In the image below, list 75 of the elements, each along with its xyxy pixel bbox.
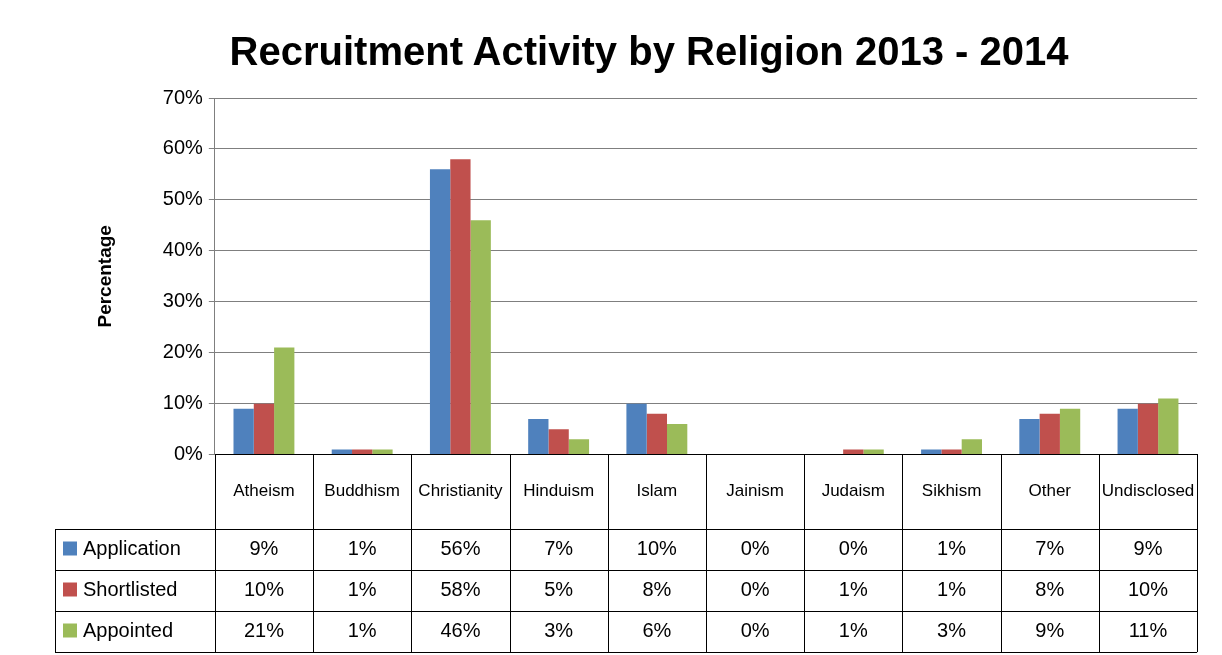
y-tick-label: 0%: [173, 442, 204, 465]
y-tick-label: 10%: [162, 391, 204, 414]
bar: [568, 439, 590, 455]
x-tick-label: Judaism: [821, 481, 885, 501]
bar: [233, 408, 254, 455]
data-label: 6%: [642, 619, 672, 642]
y-tick-label: 20%: [162, 340, 204, 363]
x-tick-label: Undisclosed: [1101, 481, 1195, 501]
x-tick-label: Islam: [636, 481, 678, 501]
x-tick-label: Atheism: [233, 481, 295, 501]
bar: [667, 424, 688, 455]
data-label: 9%: [249, 537, 279, 560]
legend-label: Appointed: [83, 619, 174, 642]
chart-title: Recruitment Activity by Religion 2013 - 2014: [229, 29, 1070, 74]
bar: [528, 418, 549, 455]
data-label: 0%: [740, 578, 770, 601]
bar: [961, 439, 982, 455]
y-tick-label: 60%: [162, 136, 204, 159]
data-label: 58%: [440, 578, 481, 601]
bar: [646, 413, 668, 455]
bar: [1158, 398, 1179, 455]
x-tick-label: Other: [1028, 481, 1072, 501]
data-label: 1%: [347, 537, 377, 560]
data-label: 8%: [642, 578, 672, 601]
data-label: 0%: [838, 537, 868, 560]
legend-label: Application: [83, 537, 181, 560]
bar: [863, 449, 884, 455]
bar: [253, 403, 275, 455]
data-label: 1%: [937, 578, 967, 601]
data-label: 10%: [1127, 578, 1169, 601]
bar: [548, 429, 569, 455]
data-label: 1%: [838, 578, 868, 601]
bar: [1039, 413, 1060, 455]
bar: [941, 449, 962, 455]
data-label: 21%: [243, 619, 285, 642]
data-label: 5%: [544, 578, 574, 601]
bar: [274, 347, 295, 455]
data-label: 1%: [838, 619, 868, 642]
y-axis-title: Percentage: [93, 225, 115, 328]
data-label: 56%: [440, 537, 481, 560]
bar: [429, 169, 451, 455]
bar: [470, 220, 491, 455]
y-tick-label: 40%: [162, 238, 204, 261]
x-tick-label: Hinduism: [523, 481, 595, 501]
bar: [1019, 418, 1040, 455]
data-label: 8%: [1035, 578, 1065, 601]
bar: [372, 449, 393, 455]
data-label: 1%: [347, 619, 377, 642]
data-label: 0%: [740, 619, 770, 642]
bar: [626, 403, 647, 455]
legend-label: Shortlisted: [83, 578, 178, 601]
data-label: 3%: [937, 619, 967, 642]
x-tick-label: Sikhism: [921, 481, 982, 501]
bar: [1137, 403, 1159, 455]
y-tick-label: 70%: [162, 85, 204, 108]
data-label: 7%: [1035, 537, 1065, 560]
bar: [1059, 408, 1081, 455]
y-tick-label: 50%: [162, 187, 204, 210]
bar: [1117, 408, 1138, 455]
data-label: 46%: [440, 619, 481, 642]
bar: [450, 159, 471, 455]
data-label: 1%: [347, 578, 377, 601]
x-tick-label: Jainism: [726, 481, 784, 501]
data-label: 10%: [636, 537, 678, 560]
data-label: 7%: [544, 537, 574, 560]
data-label: 11%: [1128, 619, 1168, 642]
data-label: 9%: [1035, 619, 1065, 642]
y-tick-label: 30%: [162, 289, 204, 312]
data-label: 10%: [243, 578, 285, 601]
data-label: 3%: [544, 619, 574, 642]
data-label: 0%: [740, 537, 770, 560]
x-tick-label: Buddhism: [324, 481, 400, 501]
x-tick-label: Christianity: [418, 481, 503, 501]
data-label: 9%: [1133, 537, 1163, 560]
data-label: 1%: [937, 537, 967, 560]
